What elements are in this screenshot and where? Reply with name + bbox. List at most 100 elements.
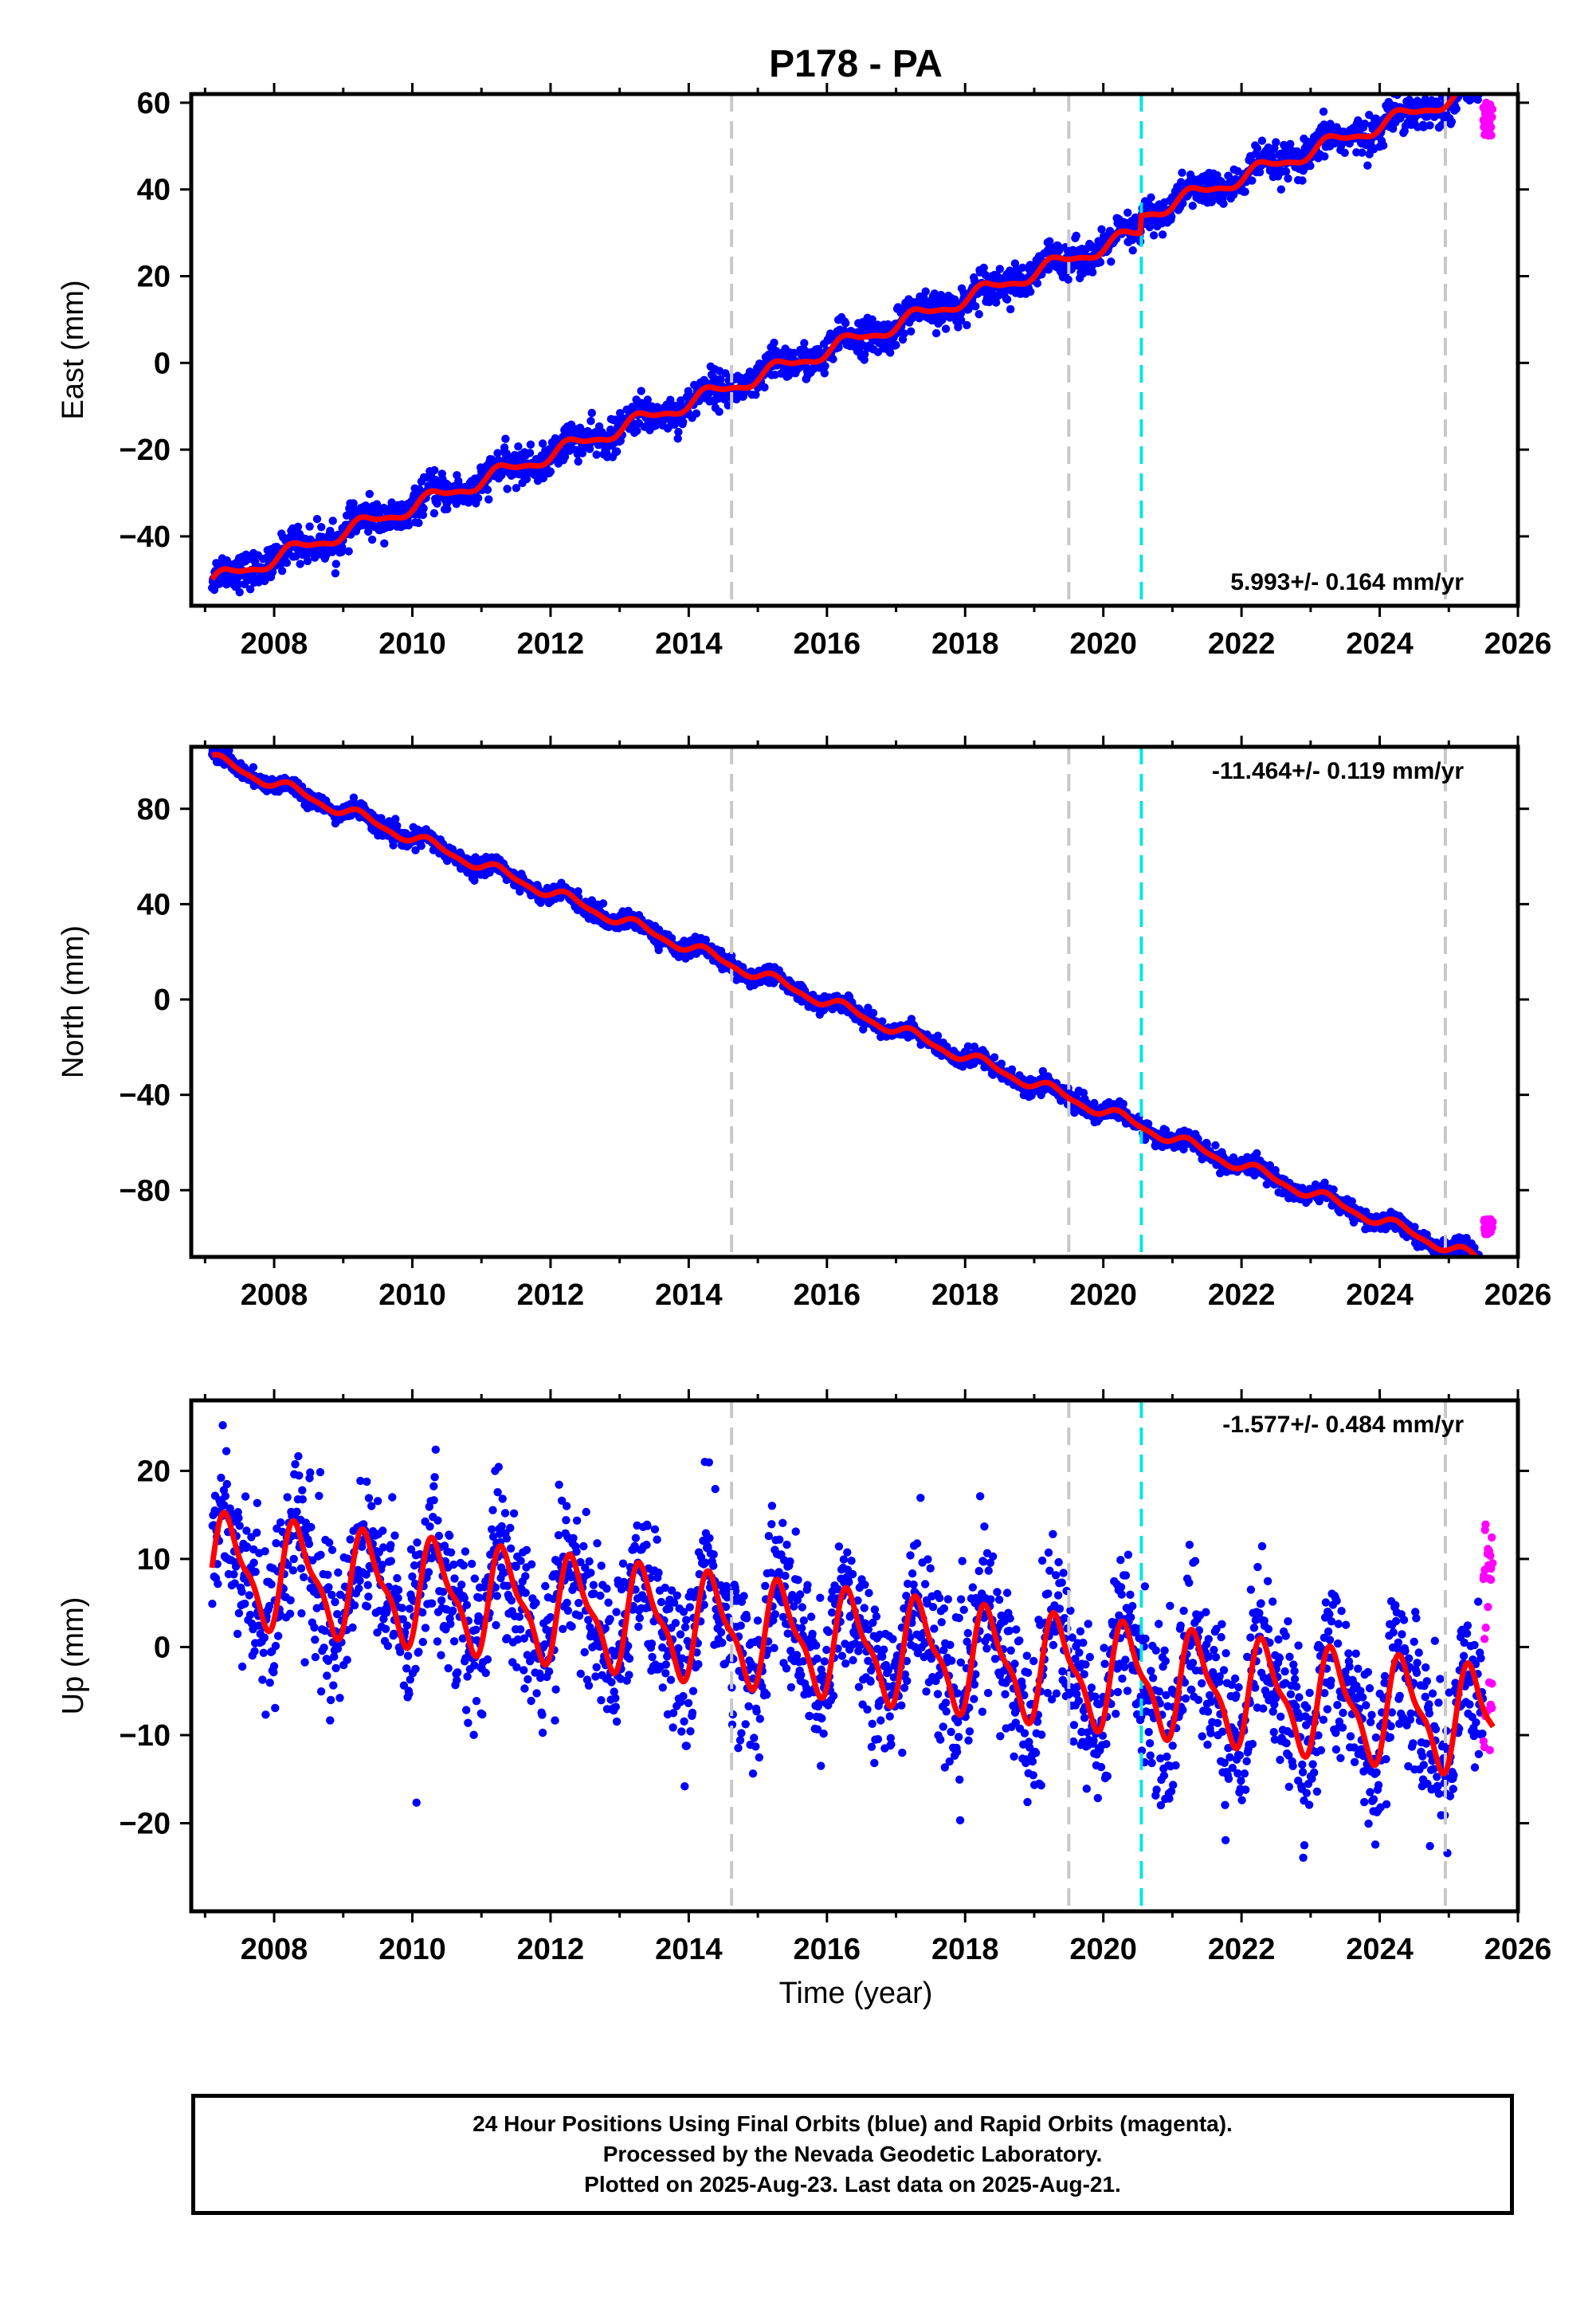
data-point [1123, 208, 1132, 217]
data-point [964, 304, 973, 314]
model-fit-line [210, 94, 1460, 581]
data-point [328, 516, 337, 525]
data-point [1276, 185, 1286, 194]
chart-title: P178 - PA [769, 43, 943, 85]
data-point [389, 841, 398, 850]
data-point [970, 1043, 979, 1051]
data-point [1018, 263, 1027, 272]
data-point [1286, 139, 1295, 148]
data-point [1107, 257, 1116, 266]
x-tick-label: 2014 [655, 1278, 723, 1312]
data-point [1469, 81, 1476, 89]
data-point [1298, 176, 1307, 185]
data-point [338, 543, 347, 552]
data-point [716, 375, 725, 383]
data-point [907, 327, 916, 336]
data-point [1360, 120, 1370, 128]
data-point [997, 1059, 1006, 1068]
data-point [1453, 85, 1461, 93]
data-point [979, 263, 988, 273]
x-tick-label: 2016 [794, 627, 861, 661]
data-point [1007, 1065, 1017, 1074]
rapid-point [1483, 124, 1492, 132]
data-point [1229, 190, 1238, 199]
data-point [1477, 1262, 1485, 1270]
data-point [1455, 77, 1463, 85]
data-point [592, 450, 601, 459]
y-tick-label: −20 [120, 434, 171, 467]
data-point [1248, 176, 1257, 185]
data-point [473, 493, 483, 503]
data-point [293, 522, 303, 532]
data-point [1281, 167, 1291, 176]
plot-area [208, 747, 1497, 1271]
data-point [886, 348, 895, 357]
data-point [921, 287, 930, 296]
data-point [1002, 295, 1012, 304]
data-point [1055, 246, 1064, 255]
data-point [429, 509, 439, 518]
data-point [380, 539, 389, 548]
data-point [1459, 83, 1467, 91]
data-point [1461, 84, 1469, 92]
data-point [1320, 152, 1329, 161]
data-point [751, 391, 760, 399]
data-point [512, 484, 521, 493]
data-point [1358, 148, 1367, 157]
x-tick-label: 2014 [655, 627, 723, 661]
plot-frame [189, 744, 1520, 1259]
rapid-point [1482, 98, 1491, 108]
data-point [1447, 117, 1457, 126]
data-point [1465, 81, 1472, 89]
data-point [484, 495, 493, 504]
data-point [868, 315, 876, 324]
data-point [1033, 279, 1042, 288]
data-point [1479, 1263, 1487, 1271]
data-point [1167, 212, 1176, 221]
x-tick-label: 2008 [241, 627, 308, 661]
rapid-point [1488, 112, 1496, 122]
x-tick-label: 2026 [1484, 1278, 1552, 1312]
data-point [1458, 82, 1466, 90]
data-point [522, 474, 531, 484]
data-point [331, 569, 340, 578]
data-point [1119, 1099, 1127, 1109]
data-point [1461, 74, 1469, 82]
data-point [1097, 225, 1106, 234]
y-tick-label: 40 [137, 174, 171, 207]
data-point [820, 369, 829, 378]
data-point [869, 1008, 878, 1018]
data-point [985, 297, 994, 307]
data-point [692, 409, 701, 418]
data-point [1379, 141, 1388, 150]
data-point [365, 489, 374, 498]
data-point [1461, 79, 1469, 87]
data-point [829, 355, 837, 363]
data-point [282, 558, 292, 567]
data-point [1469, 56, 1477, 64]
data-point [317, 523, 326, 532]
y-tick-label: −40 [120, 520, 171, 554]
data-point [525, 449, 535, 457]
data-point [344, 547, 353, 556]
x-tick-label: 2012 [517, 627, 585, 661]
data-point [1006, 304, 1015, 314]
data-point [1476, 1260, 1484, 1268]
data-point [679, 418, 688, 426]
data-point [598, 899, 608, 908]
x-tick-label: 2018 [931, 627, 999, 661]
data-point [1045, 237, 1054, 245]
data-point [1178, 168, 1186, 177]
data-point [296, 560, 304, 568]
data-point [430, 465, 439, 475]
data-point [578, 449, 587, 457]
data-point [417, 842, 425, 850]
x-tick-label: 2026 [1484, 627, 1552, 661]
data-point [941, 324, 951, 333]
data-point [1479, 71, 1487, 79]
data-point [1241, 187, 1249, 196]
data-point [331, 560, 340, 568]
data-point [1449, 83, 1457, 91]
data-point [312, 515, 322, 524]
data-point [1437, 84, 1445, 92]
